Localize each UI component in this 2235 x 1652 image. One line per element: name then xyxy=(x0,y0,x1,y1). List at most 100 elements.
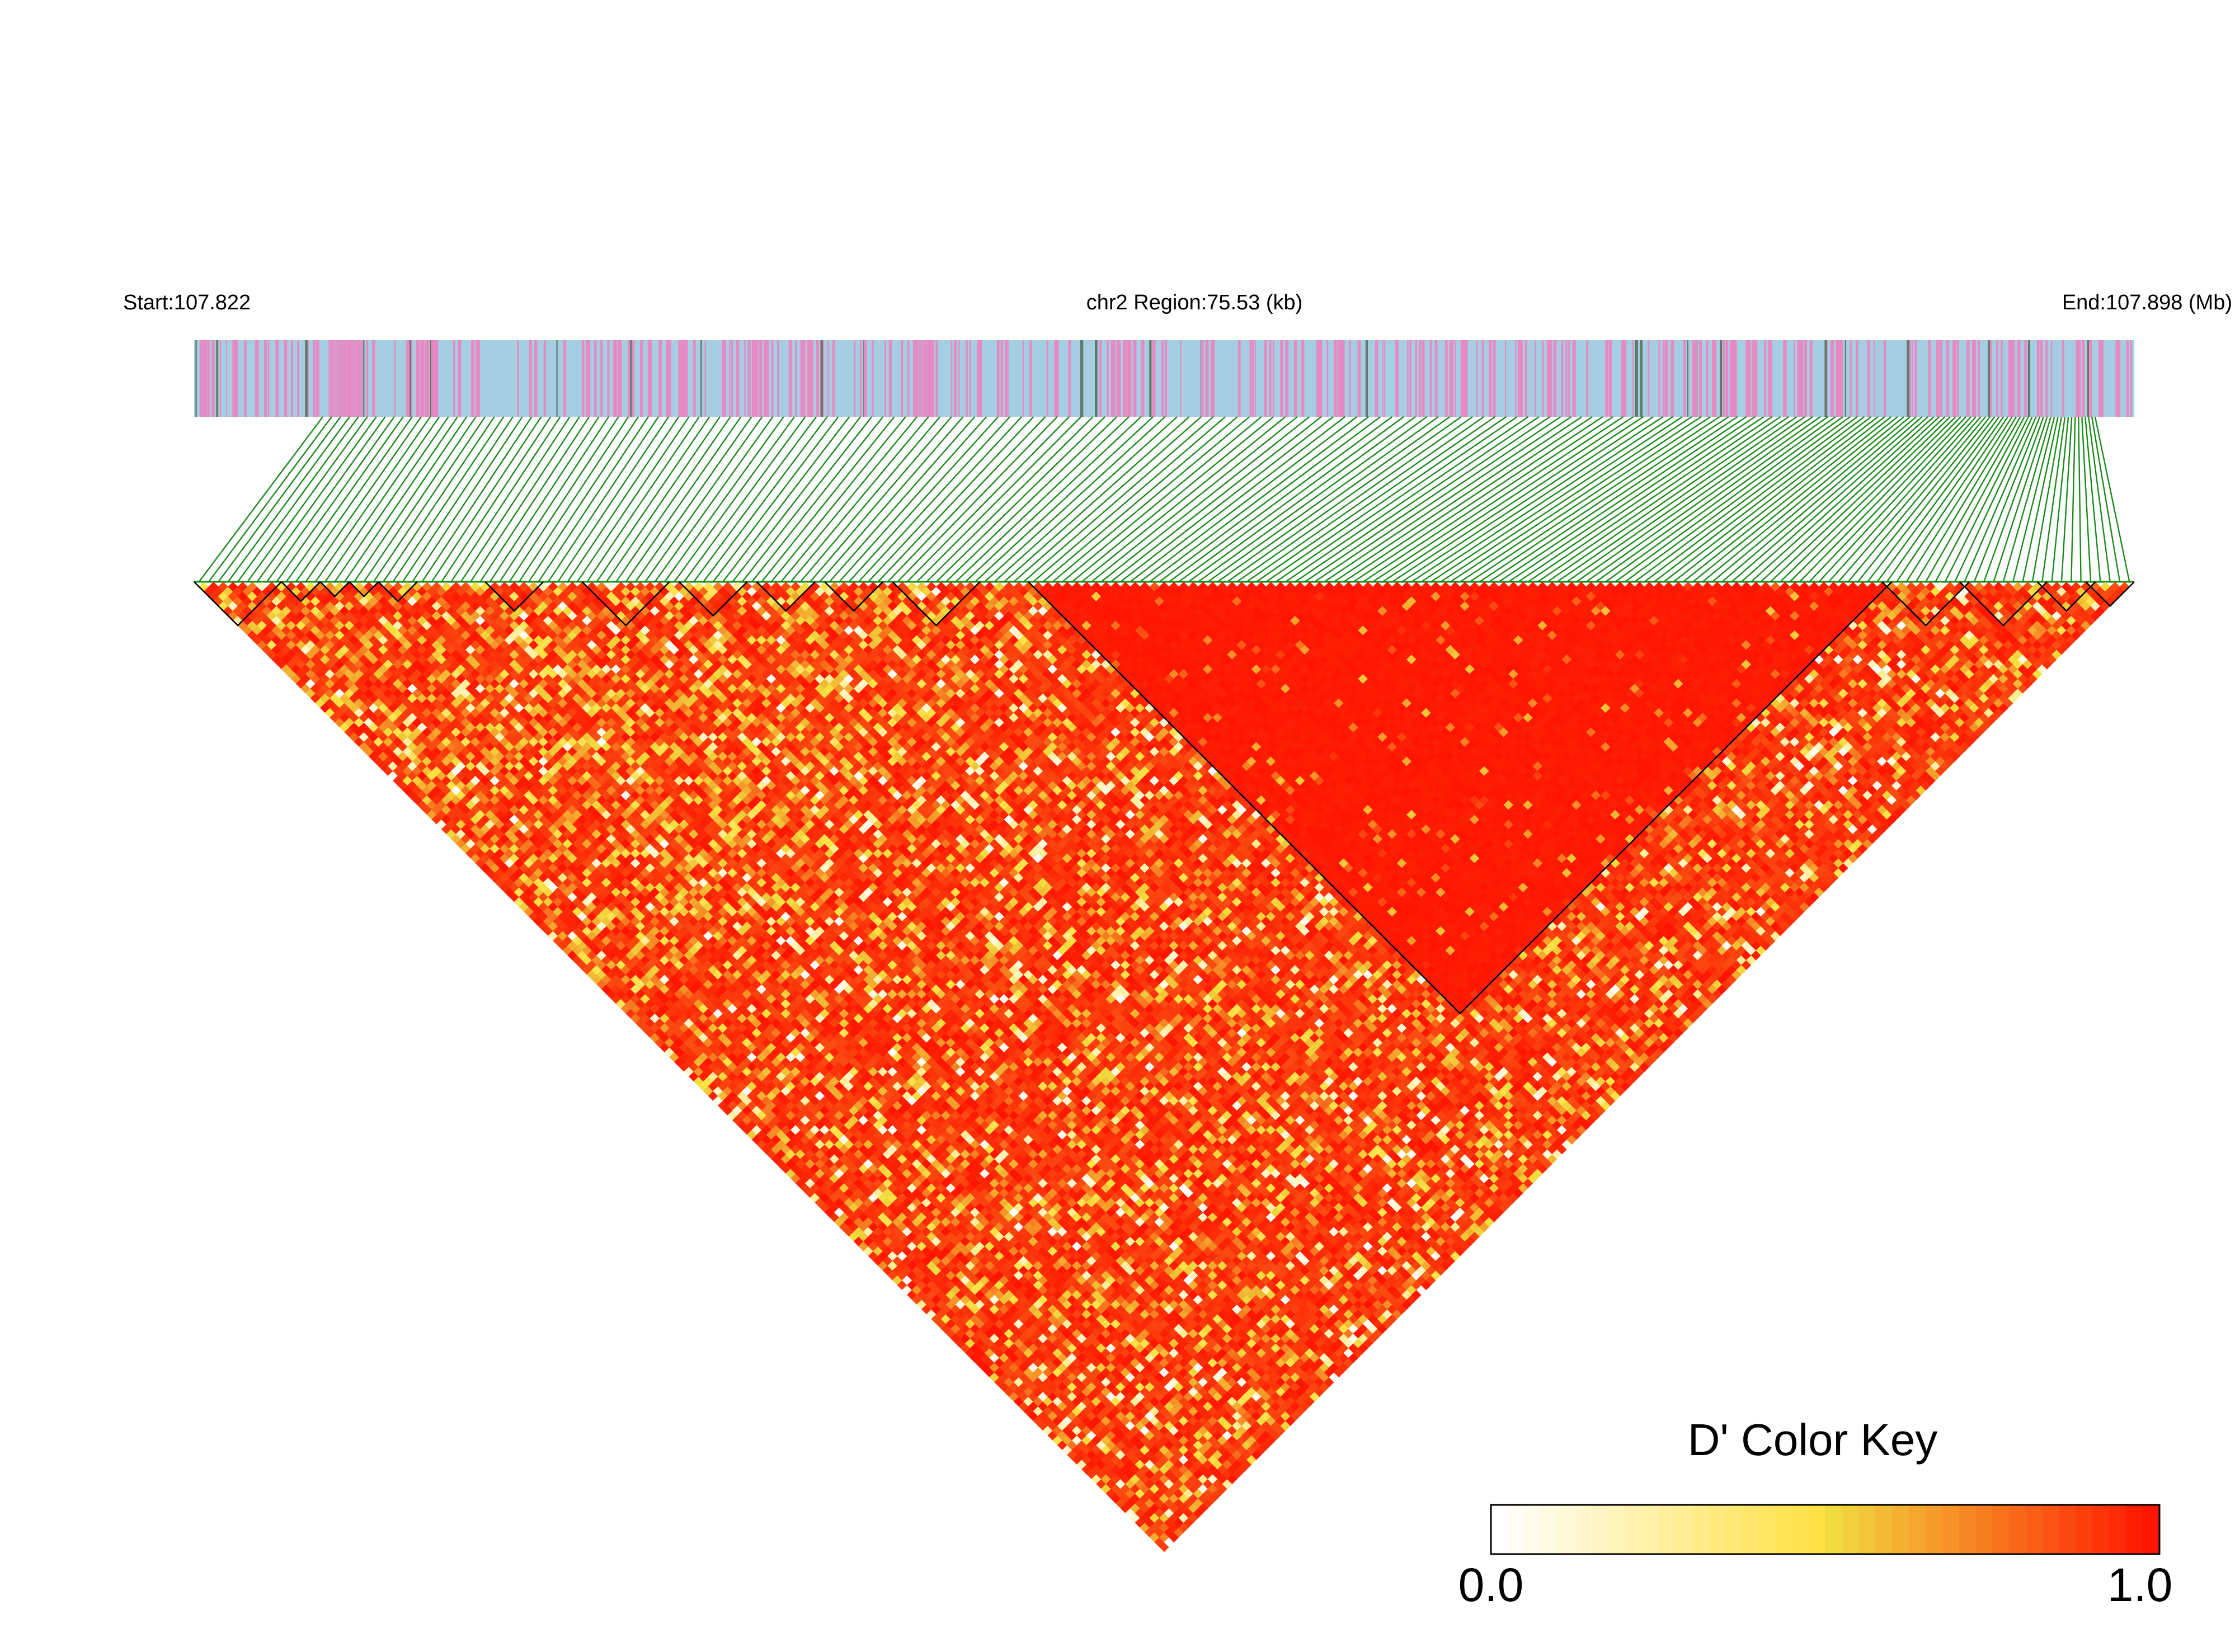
track-variant-mark xyxy=(1123,340,1126,417)
snp-connector-line xyxy=(509,416,619,582)
snp-connector-line xyxy=(2094,416,2130,582)
snp-connector-line xyxy=(383,416,495,582)
track-variant-mark xyxy=(817,340,819,417)
snp-connector-line xyxy=(1828,416,1977,582)
snp-connector-line xyxy=(1120,416,1334,582)
track-variant-mark xyxy=(1768,340,1770,417)
snp-connector-line xyxy=(489,416,600,582)
snp-connector-line xyxy=(1896,416,2008,582)
track-variant-mark xyxy=(722,340,723,417)
track-variant-mark xyxy=(954,340,957,417)
track-variant-mark xyxy=(1316,340,1318,417)
snp-connector-line xyxy=(1353,416,1603,583)
track-variant-mark xyxy=(1867,340,1870,417)
track-variant-mark xyxy=(1555,340,1557,417)
track-variant-mark xyxy=(1946,340,1949,417)
track-variant-mark xyxy=(935,340,937,417)
snp-connector-line xyxy=(1431,416,1683,583)
track-variant-mark xyxy=(1542,340,1544,417)
track-variant-mark xyxy=(1648,340,1650,417)
track-variant-mark xyxy=(1349,340,1351,417)
track-variant-mark xyxy=(305,340,308,417)
track-variant-mark xyxy=(203,340,206,417)
snp-connector-line xyxy=(1081,416,1286,582)
snp-connector-line xyxy=(567,416,680,582)
snp-connector-line xyxy=(1556,416,1798,582)
track-variant-mark xyxy=(586,340,588,417)
track-variant-mark xyxy=(901,340,904,417)
track-variant-mark xyxy=(777,340,779,417)
snp-connector-line xyxy=(1770,416,1946,582)
snp-connector-line xyxy=(810,416,952,582)
track-variant-mark xyxy=(800,340,803,417)
snp-connector-line xyxy=(276,416,395,582)
snp-connector-line xyxy=(1983,416,2044,582)
snp-connector-line xyxy=(1576,416,1813,582)
track-variant-mark xyxy=(1080,340,1084,417)
track-variant-mark xyxy=(1295,340,1297,417)
track-variant-mark xyxy=(1460,340,1464,417)
snp-connector-line xyxy=(1702,416,1904,582)
track-variant-mark xyxy=(647,340,651,417)
track-variant-mark xyxy=(1748,340,1751,417)
snp-connector-line xyxy=(2078,416,2082,582)
track-variant-mark xyxy=(1783,340,1786,417)
track-variant-mark xyxy=(594,340,596,417)
snp-connector-line xyxy=(1867,416,1996,582)
track-variant-mark xyxy=(410,340,411,417)
snp-connector-line xyxy=(1071,416,1274,582)
track-variant-mark xyxy=(1967,340,1969,417)
track-variant-mark xyxy=(618,340,622,417)
track-variant-mark xyxy=(313,340,316,417)
snp-connector-line xyxy=(1944,416,2029,582)
track-variant-mark xyxy=(1561,340,1564,417)
snp-connector-line xyxy=(693,416,817,582)
snp-connector-line xyxy=(1925,416,2021,582)
track-variant-mark xyxy=(1797,340,1801,417)
snp-connector-line xyxy=(654,416,774,582)
snp-connector-line xyxy=(1935,416,2025,582)
track-variant-mark xyxy=(795,340,797,417)
snp-connector-line xyxy=(1324,416,1572,582)
snp-connector-line xyxy=(819,416,964,582)
snp-connector-line xyxy=(1197,416,1428,582)
track-variant-mark xyxy=(2037,340,2040,417)
track-variant-mark xyxy=(1928,340,1931,417)
track-variant-mark xyxy=(729,340,731,417)
track-variant-mark xyxy=(205,340,208,417)
snp-connector-line xyxy=(1382,416,1634,583)
track-variant-mark xyxy=(1698,340,1700,417)
snp-connector-line xyxy=(373,416,486,582)
snp-connector-line xyxy=(450,416,561,582)
track-variant-mark xyxy=(417,340,420,417)
track-variant-mark xyxy=(219,340,222,417)
snp-connector-line xyxy=(1847,416,1986,582)
snp-connector-line xyxy=(703,416,828,582)
track-variant-mark xyxy=(1809,340,1813,417)
track-variant-mark xyxy=(225,340,227,417)
track-variant-mark xyxy=(1836,340,1837,417)
snp-connector-line xyxy=(1178,416,1404,582)
track-variant-mark xyxy=(1326,340,1329,417)
track-variant-mark xyxy=(1713,340,1717,417)
snp-connector-line xyxy=(2041,416,2066,582)
track-variant-mark xyxy=(458,340,462,417)
track-variant-mark xyxy=(1519,340,1523,417)
snp-connector-line xyxy=(198,416,323,582)
track-variant-mark xyxy=(212,340,215,417)
snp-connector-line xyxy=(1333,416,1583,582)
track-variant-mark xyxy=(854,340,856,417)
track-variant-mark xyxy=(291,340,294,417)
track-variant-mark xyxy=(587,340,591,417)
snp-connector-line xyxy=(1236,416,1473,582)
track-variant-mark xyxy=(1269,340,1272,417)
track-variant-mark xyxy=(556,340,558,417)
track-variant-mark xyxy=(1605,340,1607,417)
track-variant-mark xyxy=(255,340,257,417)
snp-connector-line xyxy=(256,416,377,582)
track-variant-mark xyxy=(297,340,299,417)
track-variant-mark xyxy=(1700,340,1702,417)
track-variant-mark xyxy=(1800,340,1804,417)
track-variant-mark xyxy=(1409,340,1412,417)
track-variant-mark xyxy=(977,340,980,417)
